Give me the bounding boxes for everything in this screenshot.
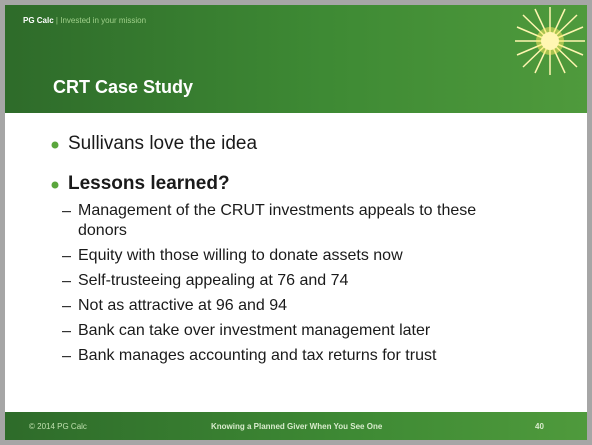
dash-marker [62,356,71,358]
footer-title: Knowing a Planned Giver When You See One [211,422,383,431]
sub-text: Not as attractive at 96 and 94 [78,297,288,314]
dash-marker [62,281,71,283]
sub-item: Not as attractive at 96 and 94 [62,296,518,316]
separator: | [55,16,58,25]
starburst [515,7,585,75]
sub-item: Self-trusteeing appealing at 76 and 74 [62,271,518,291]
dash [62,211,71,213]
dash [62,281,71,283]
dash [62,306,71,308]
sub-list: Management of the CRUT investments appea… [62,201,587,366]
dash [62,356,71,358]
sub-item: Bank manages accounting and tax returns … [62,346,518,366]
bullet-text: Lessons learned? [68,173,230,194]
slide-title: CRT Case Study [53,77,194,97]
bullet-marker [51,141,59,149]
sub-item: Bank can take over investment management… [62,321,518,341]
bullet: Sullivans love the idea [5,133,587,155]
content: Sullivans love the idea Lessons learned? M… [5,113,587,366]
dash [62,256,71,258]
sub-text: Self-trusteeing appealing at 76 and 74 [78,272,349,289]
sub-text: Equity with those willing to donate asse… [78,247,403,264]
dash-marker [62,331,71,333]
sub-text: Bank can take over investment management… [78,322,431,339]
brand: PG Calc [23,16,54,25]
bullet-marker [51,181,59,189]
sub-text: Bank manages accounting and tax returns … [78,347,437,364]
bullet-dot [51,141,59,149]
sub-text: Management of the CRUT investments appea… [78,202,477,239]
sub-item: Management of the CRUT investments appea… [62,201,518,241]
footer-copyright: © 2014 PG Calc [29,422,87,431]
top-bar: PG Calc | Invested in your mission [23,16,146,25]
slide: PG Calc | Invested in your mission CRT C… [5,5,587,440]
dash-marker [62,306,71,308]
bullet-text: Sullivans love the idea [68,133,258,154]
bullet-dot [51,181,59,189]
dash-marker [62,256,71,258]
dash [62,331,71,333]
header: PG Calc | Invested in your mission CRT C… [5,5,587,113]
footer: © 2014 PG Calc Knowing a Planned Giver W… [5,412,587,440]
sub-item: Equity with those willing to donate asse… [62,246,518,266]
page-number: 40 [535,422,544,431]
dash-marker [62,211,71,213]
bullet: Lessons learned? Management of the CRUT i… [5,173,587,366]
tagline: Invested in your mission [60,16,147,25]
